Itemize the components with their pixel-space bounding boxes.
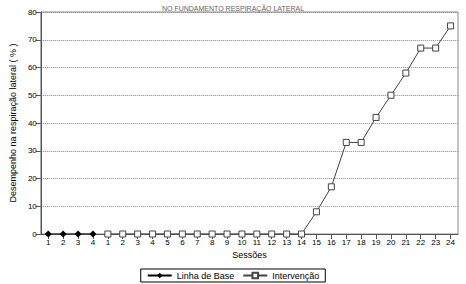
svg-text:5: 5 bbox=[165, 238, 170, 247]
svg-text:14: 14 bbox=[297, 238, 306, 247]
svg-text:21: 21 bbox=[401, 238, 410, 247]
svg-text:1: 1 bbox=[46, 238, 51, 247]
svg-text:70: 70 bbox=[28, 35, 37, 44]
svg-text:15: 15 bbox=[312, 238, 321, 247]
svg-text:9: 9 bbox=[225, 238, 230, 247]
svg-text:6: 6 bbox=[180, 238, 185, 247]
svg-text:13: 13 bbox=[282, 238, 291, 247]
svg-text:20: 20 bbox=[386, 238, 395, 247]
svg-text:2: 2 bbox=[61, 238, 66, 247]
svg-text:Desempenho na respiração later: Desempenho na respiração lateral ( % ) bbox=[8, 43, 18, 202]
svg-text:22: 22 bbox=[416, 238, 425, 247]
svg-text:3: 3 bbox=[135, 238, 140, 247]
svg-text:17: 17 bbox=[342, 238, 351, 247]
svg-text:23: 23 bbox=[431, 238, 440, 247]
svg-text:10: 10 bbox=[28, 202, 37, 211]
svg-text:2: 2 bbox=[121, 238, 126, 247]
svg-text:40: 40 bbox=[28, 119, 37, 128]
svg-text:0: 0 bbox=[32, 230, 37, 239]
svg-text:18: 18 bbox=[357, 238, 366, 247]
svg-text:60: 60 bbox=[28, 63, 37, 72]
svg-text:Sessões: Sessões bbox=[232, 250, 267, 260]
svg-text:NO FUNDAMENTO RESPIRAÇÃO LATER: NO FUNDAMENTO RESPIRAÇÃO LATERAL bbox=[162, 4, 304, 13]
svg-text:80: 80 bbox=[28, 8, 37, 17]
svg-text:3: 3 bbox=[76, 238, 81, 247]
svg-text:24: 24 bbox=[446, 238, 455, 247]
svg-text:Linha de Base: Linha de Base bbox=[177, 271, 235, 281]
svg-text:11: 11 bbox=[253, 238, 262, 247]
svg-text:8: 8 bbox=[210, 238, 215, 247]
svg-text:4: 4 bbox=[150, 238, 155, 247]
svg-text:4: 4 bbox=[91, 238, 96, 247]
svg-text:10: 10 bbox=[237, 238, 246, 247]
svg-text:20: 20 bbox=[28, 174, 37, 183]
svg-text:50: 50 bbox=[28, 91, 37, 100]
svg-text:19: 19 bbox=[372, 238, 381, 247]
svg-text:12: 12 bbox=[267, 238, 276, 247]
svg-text:Intervenção: Intervenção bbox=[272, 271, 319, 281]
svg-text:30: 30 bbox=[28, 146, 37, 155]
svg-text:16: 16 bbox=[327, 238, 336, 247]
svg-text:7: 7 bbox=[195, 238, 200, 247]
svg-text:1: 1 bbox=[106, 238, 111, 247]
